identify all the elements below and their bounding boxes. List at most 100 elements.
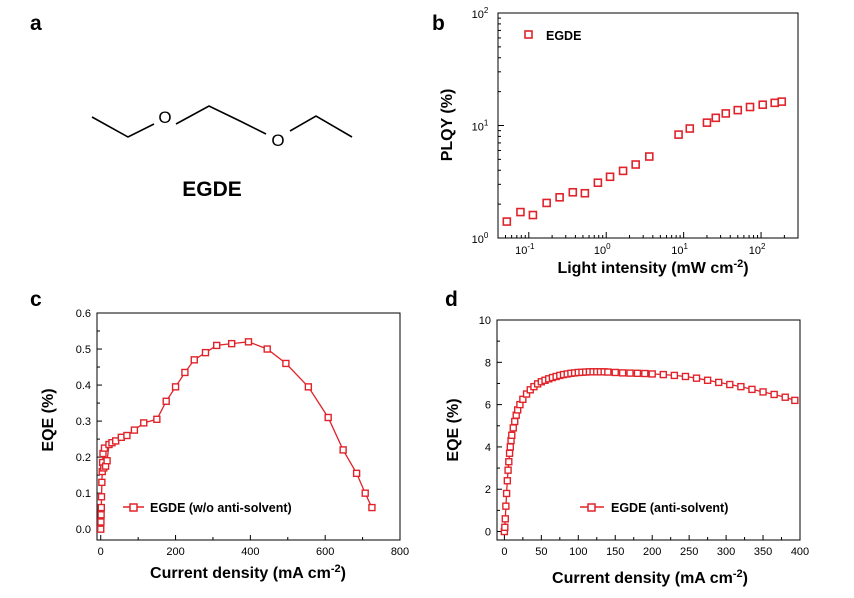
x-tick-label: 10-1 [515, 242, 535, 257]
x-tick-base: 10 [671, 245, 683, 257]
y-tick-base: 10 [472, 234, 484, 246]
data-point [626, 369, 634, 377]
data-point [361, 489, 369, 497]
data-point [605, 172, 615, 182]
data-point [97, 518, 105, 526]
data-point [213, 341, 221, 350]
data-point [759, 388, 767, 396]
data-point [103, 457, 111, 465]
panel-label-a: a [30, 12, 42, 35]
x-tick-label: 100 [594, 242, 611, 257]
x-axis-label-end: ) [743, 570, 748, 587]
data-point [604, 368, 612, 376]
data-point [670, 371, 679, 380]
data-point [324, 413, 332, 422]
y-tick-base: 10 [472, 9, 484, 21]
panel-label-b: b [432, 12, 445, 35]
legend: EGDE (w/o anti-solvent) [123, 501, 292, 515]
plot-frame [96, 312, 401, 541]
x-tick-label: 100 [569, 546, 587, 558]
x-tick-label: 350 [754, 546, 772, 558]
y-tick-label: 0.0 [76, 524, 91, 536]
y-tick-label: 101 [472, 119, 489, 134]
data-point [542, 198, 551, 208]
x-tick-label: 400 [241, 546, 259, 558]
data-point [171, 383, 180, 391]
chart-eqe-without-antisolvent: 0 200 400 600 800 0.0 0.1 0.2 0.3 0.4 0.5 0.6 EGDE … [40, 308, 409, 582]
y-tick-label: 0.5 [76, 344, 91, 356]
x-axis-label-text: Current density (mA cm [150, 565, 331, 582]
data-point [130, 426, 139, 434]
x-tick-label: 200 [166, 546, 184, 558]
y-tick-label: 4 [485, 442, 491, 454]
y-tick-label: 0.2 [76, 452, 91, 464]
x-tick-label: 800 [391, 546, 409, 558]
data-point [511, 417, 519, 426]
data-point [777, 97, 787, 106]
data-markers [502, 97, 787, 226]
x-tick-exp: 2 [761, 242, 766, 251]
ticks: 0 50 100 150 200 250 300 350 400 0 2 4 6 8 10 [479, 315, 809, 558]
data-point [501, 523, 509, 532]
data-point [791, 396, 799, 405]
y-tick-label: 2 [485, 484, 491, 496]
y-tick-label: 0 [485, 527, 491, 539]
chart-eqe-antisolvent: 0 50 100 150 200 250 300 350 400 0 2 4 6 8 10 EGDE (an… [445, 315, 809, 587]
data-point [745, 102, 755, 112]
data-point [502, 489, 511, 498]
data-point [516, 207, 525, 217]
y-tick-label: 6 [485, 400, 491, 412]
y-tick-exp: 1 [484, 119, 489, 128]
data-point [123, 431, 131, 440]
panel-label-c: c [30, 288, 42, 311]
data-point [618, 166, 628, 176]
panel-label-d: d [445, 288, 458, 311]
data-point [781, 393, 789, 401]
data-point [733, 105, 743, 115]
x-tick-exp: 0 [606, 242, 611, 251]
data-point [737, 382, 745, 391]
y-tick-label: 0.4 [76, 380, 91, 392]
data-point [181, 368, 189, 377]
y-tick-exp: 0 [484, 231, 489, 240]
x-tick-exp: -1 [527, 242, 535, 251]
x-axis-label-text: Current density (mA cm [552, 570, 733, 587]
x-tick-label: 300 [717, 546, 735, 558]
data-point [633, 369, 642, 378]
data-point [282, 359, 290, 368]
data-point [502, 502, 510, 510]
data-point [140, 419, 148, 427]
y-axis-label: PLQY (%) [439, 89, 456, 162]
x-tick-exp: 1 [684, 242, 689, 251]
data-point [692, 374, 701, 382]
legend: EGDE (anti-solvent) [580, 501, 728, 515]
data-point [97, 511, 105, 519]
legend-marker [129, 503, 138, 512]
legend-marker [524, 30, 533, 39]
y-tick-label: 0.1 [76, 488, 91, 500]
y-tick-label: 10 [479, 315, 491, 327]
x-tick-label: 600 [316, 546, 334, 558]
x-tick-label: 400 [791, 546, 809, 558]
x-tick-label: 0 [98, 546, 104, 558]
y-axis-label: EQE (%) [40, 388, 57, 451]
data-point [611, 368, 619, 377]
bond-right [289, 115, 353, 138]
x-tick-label: 250 [680, 546, 698, 558]
data-point [304, 383, 313, 391]
data-point [97, 493, 106, 501]
data-point [641, 369, 649, 378]
data-point [555, 193, 564, 202]
data-point [681, 372, 690, 381]
x-axis-label-end: ) [341, 565, 346, 582]
data-point [631, 160, 640, 169]
x-axis-label-text: Light intensity (mW cm [557, 260, 733, 277]
x-axis-label-end: ) [743, 260, 748, 277]
legend: EGDE [524, 29, 581, 43]
molecule-name: EGDE [182, 178, 242, 201]
data-point [502, 217, 512, 226]
atom-oxygen-2: O [271, 131, 284, 150]
data-point [508, 431, 516, 439]
legend-label: EGDE (anti-solvent) [611, 501, 728, 515]
